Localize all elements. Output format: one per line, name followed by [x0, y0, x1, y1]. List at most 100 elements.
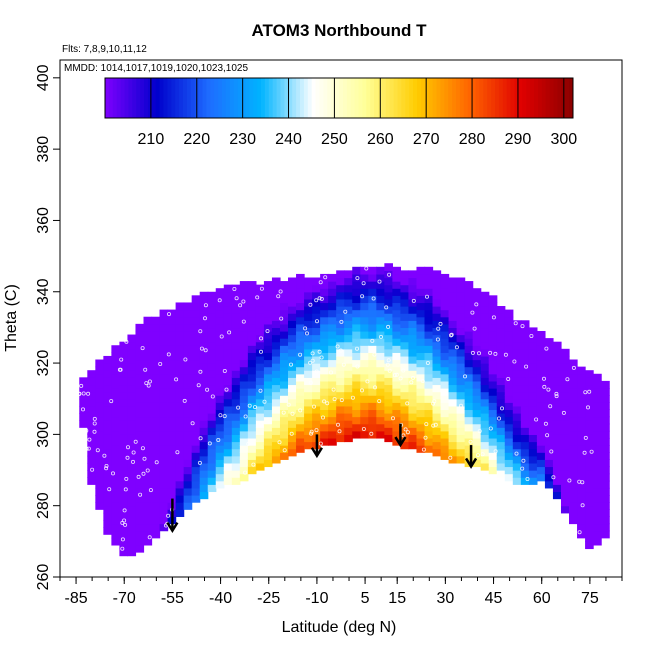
- heatmap-cell: [151, 459, 161, 468]
- heatmap-cell: [480, 363, 490, 371]
- heatmap-cell: [448, 412, 458, 421]
- heatmap-cell: [175, 380, 185, 389]
- heatmap-cell: [432, 270, 442, 279]
- x-axis-tick-label: -55: [161, 590, 184, 607]
- heatmap-cell: [528, 441, 538, 450]
- heatmap-cell: [432, 284, 442, 293]
- x-axis: -85 -70 -55 -40 -25 -10 5 15 30 45 60 75: [59, 577, 623, 607]
- heatmap-cell: [456, 405, 466, 414]
- heatmap-cell: [528, 370, 538, 378]
- heatmap-cell: [312, 327, 321, 336]
- heatmap-cell: [593, 466, 602, 475]
- heatmap-cell: [360, 345, 369, 353]
- heatmap-cell: [143, 445, 153, 453]
- heatmap-cell: [424, 352, 434, 361]
- heatmap-cell: [496, 455, 506, 464]
- heatmap-cell: [183, 352, 193, 361]
- heatmap-cell: [464, 366, 474, 375]
- heatmap-cell: [336, 434, 345, 443]
- heatmap-cell: [552, 363, 562, 371]
- colorbar-swatch: [522, 78, 527, 118]
- colorbar-swatch: [292, 78, 297, 118]
- heatmap-cell: [95, 445, 104, 453]
- heatmap-cell: [191, 416, 201, 425]
- heatmap-cell: [167, 473, 177, 482]
- heatmap-cell: [279, 430, 289, 439]
- heatmap-cell: [223, 363, 233, 371]
- heatmap-cell: [585, 534, 594, 542]
- heatmap-cell: [384, 306, 393, 314]
- heatmap-cell: [408, 370, 418, 378]
- heatmap-cell: [360, 273, 369, 282]
- heatmap-cell: [512, 455, 522, 464]
- colorbar-tick-label: 240: [275, 131, 302, 148]
- heatmap-cell: [368, 423, 377, 432]
- heatmap-cell: [480, 327, 490, 336]
- colorbar-swatch: [288, 78, 293, 118]
- heatmap-cell: [440, 416, 450, 425]
- heatmap-cell: [368, 388, 377, 396]
- heatmap-cell: [103, 391, 112, 400]
- heatmap-cell: [143, 316, 153, 325]
- heatmap-cell: [263, 352, 273, 361]
- heatmap-cell: [191, 466, 201, 475]
- heatmap-cell: [520, 391, 530, 400]
- heatmap-cell: [569, 480, 578, 489]
- heatmap-cell: [199, 441, 209, 450]
- heatmap-cell: [536, 423, 546, 432]
- observation-marker: [123, 522, 128, 527]
- heatmap-cell: [352, 402, 361, 411]
- heatmap-cell: [143, 494, 153, 503]
- heatmap-cell: [480, 434, 490, 443]
- heatmap-cell: [392, 330, 402, 339]
- heatmap-cell: [448, 455, 458, 464]
- heatmap-cell: [199, 341, 209, 350]
- heatmap-cell: [344, 313, 353, 321]
- heatmap-cell: [255, 448, 265, 457]
- heatmap-cell: [255, 327, 265, 336]
- observation-marker: [236, 405, 241, 410]
- heatmap-cell: [207, 327, 217, 336]
- heatmap-cell: [416, 295, 426, 304]
- heatmap-cell: [520, 327, 530, 336]
- heatmap-cell: [488, 395, 498, 403]
- heatmap-cell: [480, 341, 490, 350]
- colorbar-swatch: [171, 78, 176, 118]
- heatmap-cell: [87, 448, 96, 457]
- heatmap-cell: [320, 366, 329, 375]
- heatmap-cell: [312, 298, 321, 307]
- heatmap-cell: [336, 412, 345, 421]
- heatmap-cell: [87, 377, 96, 386]
- heatmap-cell: [135, 537, 145, 546]
- heatmap-cell: [239, 373, 249, 382]
- heatmap-cell: [255, 313, 265, 321]
- heatmap-cell: [512, 441, 522, 450]
- heatmap-cell: [593, 452, 602, 460]
- heatmap-cell: [440, 395, 450, 403]
- heatmap-cell: [175, 487, 185, 496]
- heatmap-cell: [360, 309, 369, 318]
- heatmap-cell: [512, 377, 522, 386]
- heatmap-cell: [368, 359, 377, 368]
- observation-marker: [448, 333, 453, 338]
- heatmap-cell: [279, 302, 289, 311]
- heatmap-cell: [400, 284, 410, 293]
- heatmap-cell: [536, 395, 546, 403]
- observation-marker: [120, 537, 125, 542]
- heatmap-cell: [384, 277, 393, 286]
- heatmap-cell: [601, 416, 610, 425]
- heatmap-cell: [288, 348, 297, 357]
- heatmap-cell: [127, 470, 137, 478]
- heatmap-cell: [416, 302, 426, 311]
- heatmap-cell: [167, 452, 177, 460]
- heatmap-cell: [151, 509, 161, 517]
- heatmap-cell: [135, 352, 145, 361]
- heatmap-cell: [207, 348, 217, 357]
- heatmap-cell: [344, 377, 353, 386]
- heatmap-cell: [392, 423, 402, 432]
- heatmap-cell: [296, 359, 305, 368]
- heatmap-cell: [416, 409, 426, 418]
- observation-marker: [470, 350, 475, 355]
- heatmap-cell: [488, 466, 498, 475]
- heatmap-cell: [504, 323, 514, 332]
